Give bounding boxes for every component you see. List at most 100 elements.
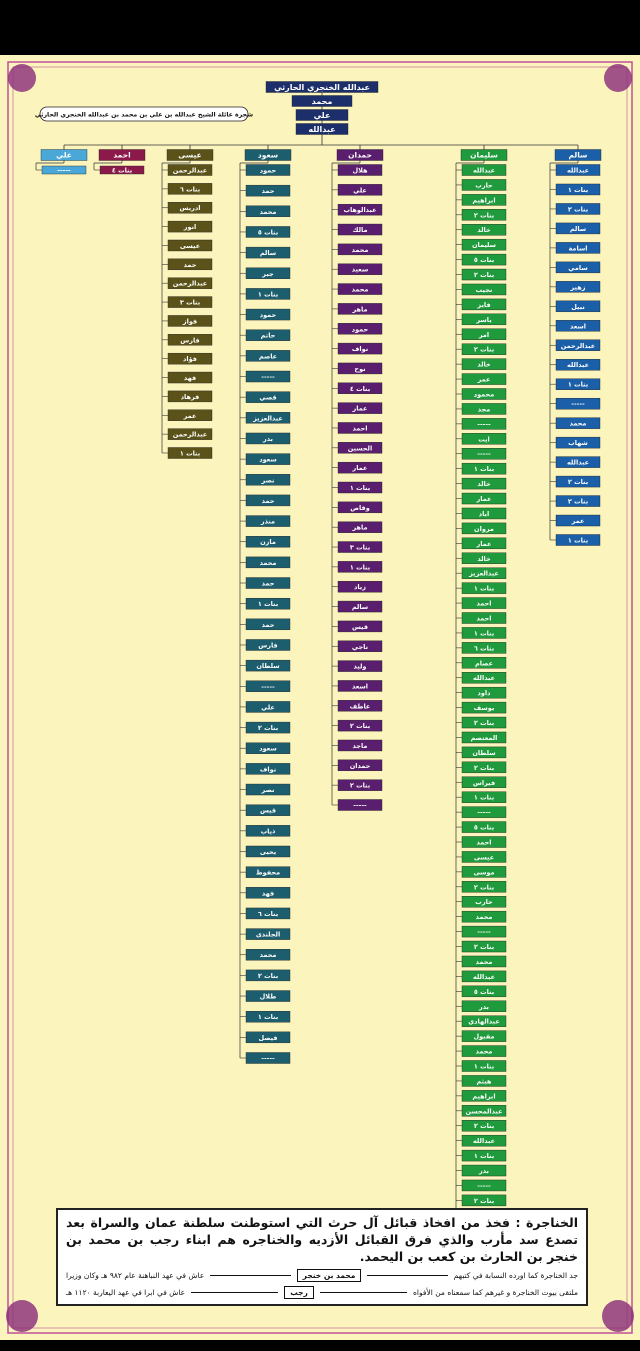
era: عاش في عهد النباهنة عام ٩٨٢ هـ وكان وزير… — [66, 1271, 205, 1280]
child-node-box — [461, 881, 507, 893]
child-node-box — [337, 461, 383, 474]
child-node-box — [461, 836, 507, 848]
child-node-box — [461, 209, 507, 221]
child-node-box — [167, 296, 213, 308]
frame — [7, 61, 633, 1334]
child-node: مقبول — [473, 1033, 494, 1041]
child-node-box — [555, 339, 601, 351]
child-node: ذياب — [261, 827, 276, 835]
child-node: حارب — [475, 181, 493, 189]
child-node-box — [555, 320, 601, 332]
child-node-box — [461, 343, 507, 355]
child-node-box — [337, 223, 383, 236]
child-node-box — [245, 825, 291, 837]
child-node-box — [337, 184, 383, 196]
child-node: نواف — [260, 765, 276, 773]
child-node: قيس — [260, 807, 276, 815]
child-node-box — [461, 1179, 507, 1192]
child-node-box — [337, 799, 383, 811]
child-node-box — [461, 418, 507, 430]
child-node: احمد — [352, 424, 367, 432]
child-node-box — [245, 246, 291, 259]
child-node-box — [461, 776, 507, 788]
child-node-box — [461, 1030, 507, 1042]
child-node-box — [167, 390, 213, 403]
child-node: سلطان — [472, 749, 495, 757]
child-node-box — [337, 323, 383, 335]
child-node-box — [337, 620, 383, 633]
child-node-box — [167, 315, 213, 327]
child-node: داود — [478, 689, 492, 697]
child-node: عبدالله — [473, 674, 495, 682]
child-node: بنات ١ — [258, 1013, 278, 1021]
child-node: عمر — [571, 517, 585, 525]
header-name: عبدالله الخنجري الحارثي — [274, 83, 370, 92]
child-node-box — [245, 701, 291, 713]
child-node-box — [245, 453, 291, 465]
child-node-box — [461, 746, 507, 759]
child-node-box — [337, 442, 383, 454]
child-node: عبدالرحمن — [173, 167, 207, 175]
child-node: المعتصم — [471, 734, 498, 742]
child-node-box — [337, 303, 383, 315]
child-node-box — [245, 639, 291, 651]
child-node: مجد — [478, 405, 490, 413]
child-node-box — [461, 642, 507, 654]
child-node: ----- — [477, 420, 491, 428]
head-node: احمد — [113, 151, 130, 160]
subtitle-oval — [39, 106, 249, 122]
child-node: عيسى — [474, 853, 494, 861]
child-node: ----- — [261, 373, 275, 381]
child-node-box — [461, 1164, 507, 1177]
child-node: عبدالله — [473, 1137, 495, 1145]
child-node-box — [461, 1194, 507, 1207]
child-node-box — [461, 582, 507, 594]
child-node-box — [461, 597, 507, 609]
child-node-box — [167, 334, 213, 346]
child-node: مروان — [474, 525, 494, 533]
child-node-box — [337, 481, 383, 494]
child-node-box — [461, 522, 507, 535]
child-node-box — [461, 433, 507, 445]
child-node-box — [461, 358, 507, 370]
child-node-box — [461, 1060, 507, 1072]
child-node: ايت — [478, 435, 490, 443]
frame-inner — [12, 66, 628, 1329]
child-node: شهاب — [568, 439, 588, 447]
head-node: حمدان — [348, 151, 372, 160]
child-node: حاتم — [261, 332, 276, 340]
header-name: محمد — [312, 97, 333, 106]
child-node: عبدالرحمن — [173, 280, 207, 288]
child-node-box — [555, 475, 601, 488]
child-node-box — [461, 298, 507, 311]
child-node: ----- — [353, 802, 367, 810]
child-node: اسعد — [570, 322, 586, 330]
child-node-box — [461, 627, 507, 639]
child-node: علي — [353, 186, 367, 194]
child-node-box — [337, 501, 383, 514]
child-node-box — [555, 222, 601, 235]
child-node: عمر — [477, 376, 491, 384]
child-node: بنات ١ — [474, 794, 494, 802]
child-node-box — [245, 432, 291, 445]
child-node-box — [461, 507, 507, 520]
child-node-box — [337, 719, 383, 732]
child-node: سالم — [570, 225, 586, 233]
child-node: حمد — [184, 261, 197, 269]
child-node: فواز — [182, 317, 197, 325]
child-node: ----- — [571, 400, 585, 408]
child-node-box — [461, 1120, 507, 1132]
child-node: عمار — [476, 540, 492, 548]
child-node: بنات ٢ — [350, 722, 370, 730]
child-node: بنات ٤ — [350, 385, 370, 393]
child-node-box — [461, 448, 507, 460]
child-node-box — [245, 721, 291, 734]
child-node-box — [461, 821, 507, 833]
child-node: عبدالله — [567, 167, 589, 175]
child-node: بنات ٢ — [474, 883, 494, 891]
child-node: بنات ٢ — [258, 724, 278, 732]
child-node: بنات ١ — [350, 484, 370, 492]
child-node: اسامة — [568, 244, 587, 252]
head-node: سالم — [569, 151, 588, 160]
